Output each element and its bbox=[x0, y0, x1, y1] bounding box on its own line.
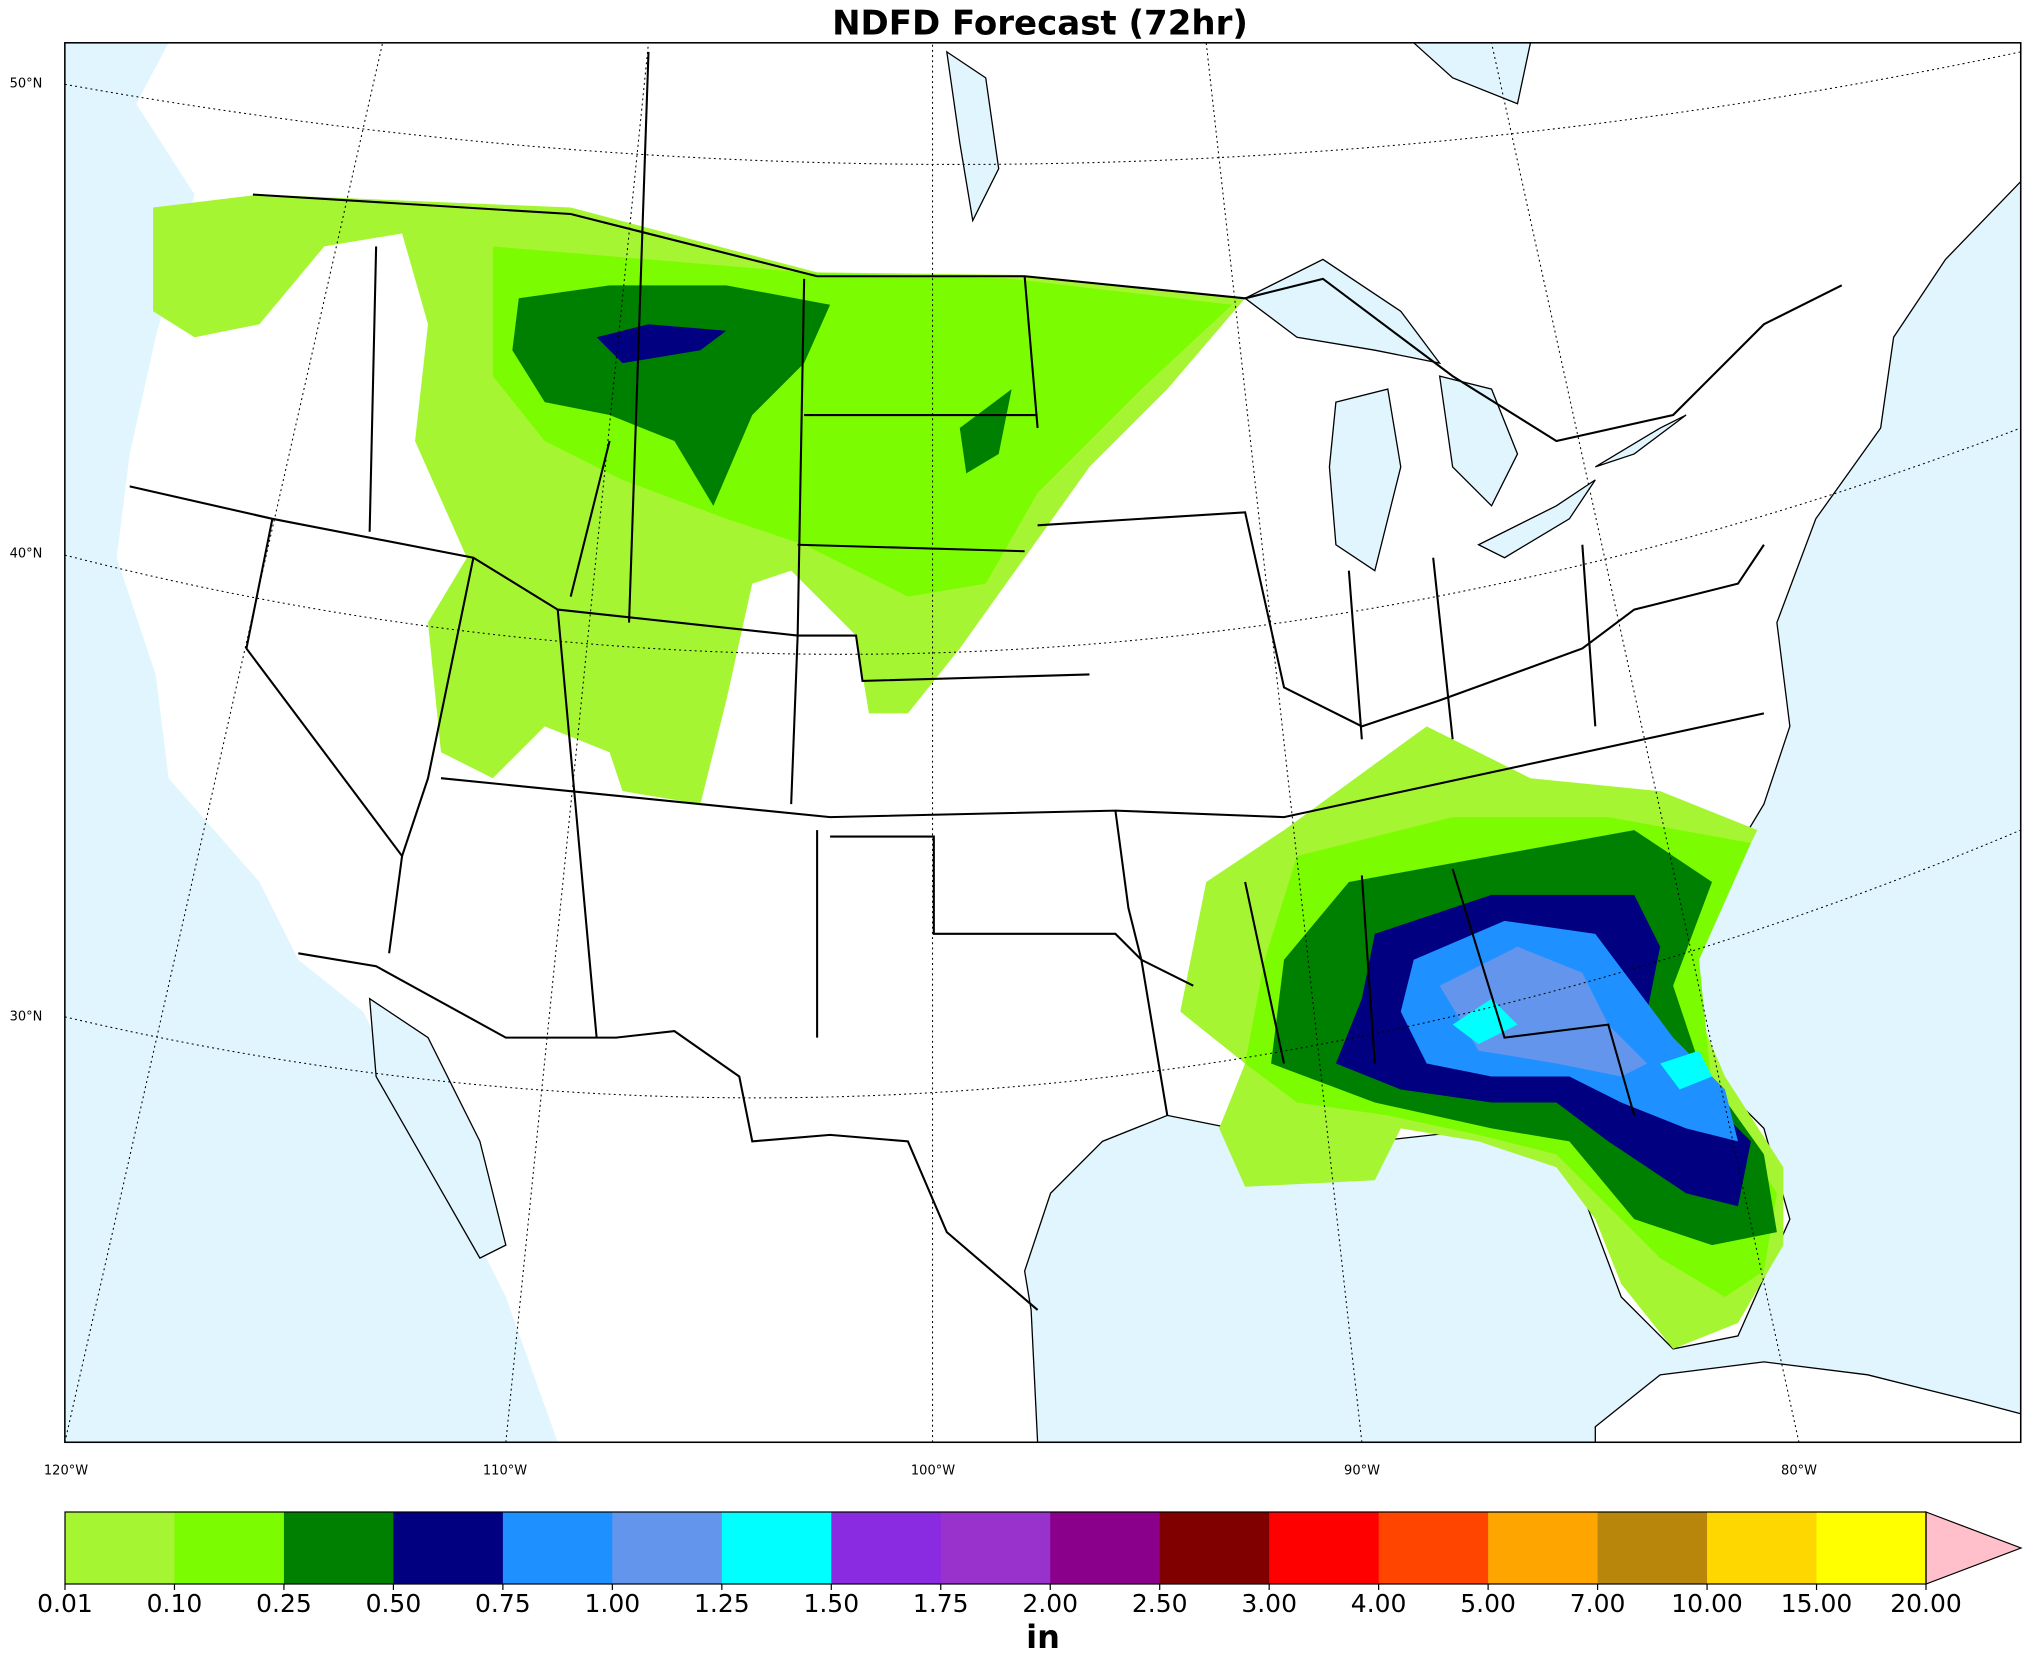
lat-label: 30°N bbox=[10, 1010, 43, 1025]
colorbar-tick-label: 3.00 bbox=[1241, 1589, 1297, 1618]
graticule-labels: 50°N 40°N 30°N 120°W 110°W 100°W 90°W 80°W bbox=[10, 77, 1817, 1479]
colorbar-tick-label: 10.00 bbox=[1671, 1589, 1743, 1618]
colorbar-tick-label: 2.00 bbox=[1022, 1589, 1078, 1618]
map-frame bbox=[64, 42, 2022, 1444]
colorbar-tick-label: 1.25 bbox=[694, 1589, 750, 1618]
colorbar-segment bbox=[721, 1512, 832, 1584]
colorbar-segment bbox=[65, 1512, 175, 1584]
colorbar-segment bbox=[393, 1512, 504, 1584]
colorbar-tick-label: 1.75 bbox=[913, 1589, 969, 1618]
colorbar-segment bbox=[283, 1512, 394, 1584]
lon-label: 100°W bbox=[911, 1464, 955, 1479]
colorbar-extension bbox=[1925, 1511, 2023, 1585]
colorbar-segment bbox=[1816, 1512, 1927, 1584]
colorbar-label: in bbox=[1026, 1618, 1060, 1656]
colorbar-segment bbox=[1378, 1512, 1489, 1584]
colorbar-tick-label: 0.10 bbox=[147, 1589, 203, 1618]
colorbar-segment bbox=[1488, 1512, 1599, 1584]
lon-label: 90°W bbox=[1344, 1464, 1380, 1479]
colorbar-frame bbox=[64, 1511, 1927, 1585]
colorbar-segment bbox=[1050, 1512, 1161, 1584]
graticule bbox=[64, 42, 2021, 1443]
map bbox=[64, 42, 2022, 1444]
colorbar-tick-label: 20.00 bbox=[1890, 1589, 1962, 1618]
colorbar-tick-label: 15.00 bbox=[1781, 1589, 1853, 1618]
colorbar-segment bbox=[1269, 1512, 1380, 1584]
colorbar-tick-label: 0.01 bbox=[37, 1589, 93, 1618]
colorbar-segment bbox=[1597, 1512, 1708, 1584]
gulf-of-california bbox=[368, 997, 507, 1259]
colorbar-tick-label: 5.00 bbox=[1460, 1589, 1516, 1618]
lon-label: 80°W bbox=[1781, 1464, 1817, 1479]
colorbar-tick-label: 0.75 bbox=[475, 1589, 531, 1618]
lat-label: 50°N bbox=[10, 77, 43, 92]
colorbar-segment bbox=[174, 1512, 285, 1584]
colorbar-tick-label: 7.00 bbox=[1570, 1589, 1626, 1618]
colorbar-segment bbox=[831, 1512, 942, 1584]
colorbar-tick-label: 4.00 bbox=[1351, 1589, 1407, 1618]
colorbar-segment bbox=[940, 1512, 1051, 1584]
precip-north bbox=[153, 194, 1246, 805]
colorbar-tick-label: 0.50 bbox=[366, 1589, 422, 1618]
colorbar-segment bbox=[612, 1512, 723, 1584]
lat-label: 40°N bbox=[10, 547, 43, 562]
colorbar-segment bbox=[502, 1512, 613, 1584]
precip-southeast bbox=[1180, 726, 1784, 1349]
pacific-ocean bbox=[64, 42, 558, 1443]
borders bbox=[129, 51, 1843, 1311]
colorbar-tick-label: 1.00 bbox=[585, 1589, 641, 1618]
colorbar: 0.01 0.10 0.25 0.50 0.75 1.00 1.25 1.50 1.75 2.00… bbox=[37, 1511, 2023, 1618]
colorbar-tick-label: 2.50 bbox=[1132, 1589, 1188, 1618]
colorbar-segment bbox=[1159, 1512, 1270, 1584]
colorbar-tick-label: 0.25 bbox=[256, 1589, 312, 1618]
colorbar-tick-label: 1.50 bbox=[803, 1589, 859, 1618]
colorbar-segment bbox=[1707, 1512, 1818, 1584]
lon-label: 120°W bbox=[44, 1464, 88, 1479]
map-title: NDFD Forecast (72hr) bbox=[832, 4, 1248, 44]
lon-label: 110°W bbox=[483, 1464, 527, 1479]
